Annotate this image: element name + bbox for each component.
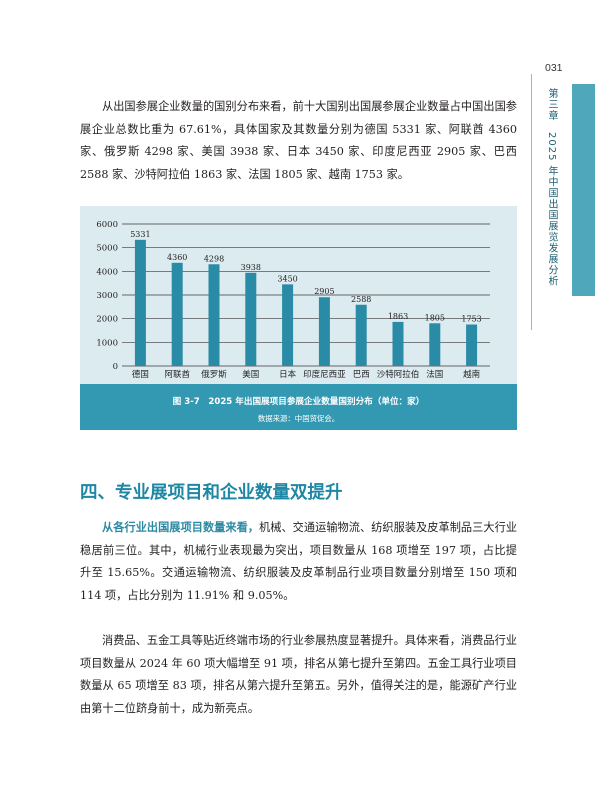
x-tick-label: 沙特阿拉伯 bbox=[377, 369, 420, 380]
bar bbox=[208, 264, 220, 366]
paragraph-body: 机械、交通运输物流、纺织服装及皮革制品三大行业稳居前三位。其中，机械行业表现最为… bbox=[80, 521, 517, 602]
x-tick-label: 越南 bbox=[463, 369, 480, 380]
data-label: 2905 bbox=[314, 287, 334, 296]
y-tick-label: 6000 bbox=[96, 220, 118, 230]
bar bbox=[282, 284, 294, 366]
x-tick-label: 日本 bbox=[279, 369, 297, 380]
data-label: 4360 bbox=[167, 253, 187, 262]
x-tick-label: 印度尼西亚 bbox=[303, 369, 346, 380]
data-label: 4298 bbox=[204, 254, 224, 263]
bar bbox=[392, 321, 404, 366]
data-label: 3450 bbox=[277, 274, 297, 283]
bar bbox=[355, 304, 367, 366]
x-tick-label: 俄罗斯 bbox=[201, 369, 227, 380]
figure-caption-bar: 图 3-7 2025 年出国展项目参展企业数量国别分布（单位：家） 数据来源：中… bbox=[80, 384, 517, 430]
chapter-tab bbox=[572, 84, 595, 296]
bar bbox=[318, 297, 330, 366]
paragraph-industry-projects: 从各行业出国展项目数量来看，机械、交通运输物流、纺织服装及皮革制品三大行业稳居前… bbox=[80, 517, 517, 607]
y-tick-label: 0 bbox=[113, 362, 118, 372]
data-label: 1805 bbox=[425, 313, 445, 322]
paragraph-lead: 从各行业出国展项目数量来看， bbox=[102, 521, 260, 534]
paragraph-country-distribution: 从出国参展企业数量的国别分布来看，前十大国别出国展参展企业数量占中国出国参展企业… bbox=[80, 100, 517, 181]
bar bbox=[134, 239, 146, 366]
x-tick-label: 巴西 bbox=[353, 370, 370, 380]
bar bbox=[245, 272, 257, 366]
bar bbox=[466, 324, 478, 366]
chapter-label: 第三章 2025 年中国出国展览发展分析 bbox=[546, 88, 557, 287]
data-label: 5331 bbox=[130, 230, 150, 239]
page-number: 031 bbox=[545, 62, 563, 74]
paragraph-consumer-goods: 消费品、五金工具等贴近终端市场的行业参展热度显著提升。具体来看，消费品行业项目数… bbox=[80, 634, 517, 715]
x-tick-label: 阿联酋 bbox=[164, 369, 190, 380]
bar-chart: 0 1000 2000 3000 4000 5000 6000 5331 德国 4360 阿联酋 42… bbox=[96, 220, 490, 380]
y-tick-label: 1000 bbox=[96, 338, 118, 348]
y-tick-label: 5000 bbox=[96, 244, 118, 254]
y-tick-label: 3000 bbox=[96, 291, 118, 301]
x-tick-label: 法国 bbox=[426, 369, 443, 380]
bar bbox=[171, 262, 183, 366]
x-tick-label: 美国 bbox=[242, 369, 259, 380]
margin-divider bbox=[531, 74, 532, 330]
x-tick-label: 德国 bbox=[132, 369, 149, 380]
figure-source: 数据来源：中国贸促会。 bbox=[257, 414, 340, 423]
figure-caption: 图 3-7 2025 年出国展项目参展企业数量国别分布（单位：家） bbox=[172, 397, 425, 407]
data-label: 2588 bbox=[351, 295, 371, 304]
data-label: 1753 bbox=[461, 315, 481, 324]
y-tick-label: 4000 bbox=[96, 267, 118, 277]
y-tick-label: 2000 bbox=[96, 315, 118, 325]
section-heading: 四、专业展项目和企业数量双提升 bbox=[80, 483, 343, 503]
data-label: 1863 bbox=[388, 312, 408, 321]
data-label: 3938 bbox=[241, 263, 261, 272]
bar bbox=[429, 323, 441, 366]
